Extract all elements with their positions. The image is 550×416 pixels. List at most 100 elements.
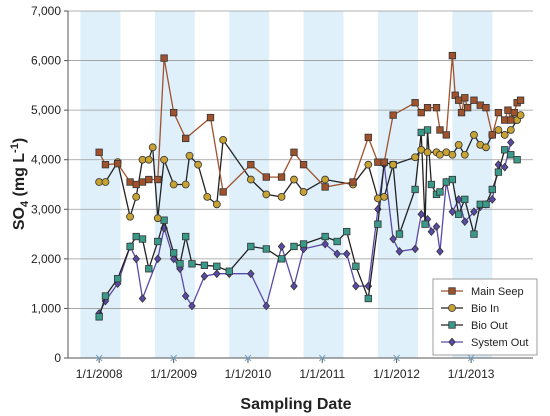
data-point-system-out xyxy=(138,294,147,303)
data-point-main-seep xyxy=(510,108,518,117)
series-main-seep xyxy=(95,51,525,196)
data-point-bio-out xyxy=(114,275,122,283)
data-point-bio-in xyxy=(126,212,134,221)
data-point-bio-out xyxy=(513,156,521,164)
data-point-main-seep xyxy=(132,180,140,189)
data-point-bio-out xyxy=(343,227,351,236)
data-point-main-seep xyxy=(436,126,444,134)
x-tick-marker-4 xyxy=(393,354,400,362)
x-tick-label: 1/1/2008 xyxy=(76,367,123,381)
data-point-system-out xyxy=(352,281,360,291)
data-point-system-out xyxy=(213,269,221,279)
data-point-bio-in xyxy=(153,214,162,223)
y-axis-title: SO4 (mg L-1) xyxy=(9,138,31,230)
data-point-bio-out xyxy=(417,128,425,137)
legend-label-bio-out: Bio Out xyxy=(471,320,508,332)
data-point-bio-out xyxy=(374,220,382,228)
data-point-system-out xyxy=(200,271,209,281)
data-point-main-seep xyxy=(461,94,469,102)
data-point-main-seep xyxy=(160,54,168,62)
data-point-bio-in xyxy=(212,200,221,209)
data-point-bio-out xyxy=(160,216,168,224)
data-point-bio-out xyxy=(188,260,196,268)
data-point-bio-in xyxy=(448,150,457,159)
y-tick-label: 2,000 xyxy=(31,252,61,266)
season-band-2 xyxy=(229,11,270,358)
data-point-bio-out xyxy=(176,260,184,268)
data-point-bio-out xyxy=(290,242,298,251)
data-point-main-seep xyxy=(380,158,388,166)
data-point-system-out xyxy=(154,254,162,264)
data-point-bio-in xyxy=(423,148,432,157)
data-point-main-seep xyxy=(432,104,441,112)
data-point-bio-in xyxy=(219,135,228,144)
data-point-main-seep xyxy=(126,178,134,186)
legend-label-bio-in: Bio In xyxy=(471,303,499,315)
data-point-bio-in xyxy=(364,160,373,169)
data-point-system-out xyxy=(247,269,255,279)
x-tick-marker-2 xyxy=(244,354,252,362)
data-point-bio-in xyxy=(194,160,202,169)
data-point-main-seep xyxy=(442,131,450,139)
data-point-system-out xyxy=(448,207,457,217)
data-point-bio-in xyxy=(506,126,515,134)
data-point-bio-out xyxy=(170,249,178,257)
data-point-bio-in xyxy=(160,155,168,164)
data-point-bio-out xyxy=(145,265,153,273)
data-point-bio-in xyxy=(470,131,478,139)
legend-label-system-out: System Out xyxy=(471,337,528,349)
data-point-bio-in xyxy=(299,188,308,196)
data-point-bio-in xyxy=(411,153,420,162)
data-point-system-out xyxy=(333,249,341,259)
data-point-system-out xyxy=(181,291,190,301)
legend-marker-bio-out xyxy=(448,321,456,329)
data-point-bio-out xyxy=(448,175,457,184)
data-point-bio-in xyxy=(132,192,141,201)
data-point-main-seep xyxy=(411,99,419,107)
data-point-bio-out xyxy=(138,235,147,243)
seasonal-bands xyxy=(80,11,493,358)
data-point-bio-out xyxy=(213,262,221,270)
y-tick-label: 3,000 xyxy=(31,202,61,216)
data-point-main-seep xyxy=(448,51,457,60)
data-point-bio-out xyxy=(101,292,110,300)
data-point-system-out xyxy=(290,281,298,291)
x-tick-marker-0 xyxy=(95,354,103,362)
data-point-system-out xyxy=(411,244,419,254)
data-point-bio-out xyxy=(436,188,444,196)
data-point-main-seep xyxy=(321,183,329,191)
data-point-main-seep xyxy=(114,160,122,168)
data-point-main-seep xyxy=(504,106,512,114)
data-point-bio-in xyxy=(181,180,190,189)
data-point-bio-out xyxy=(154,237,162,246)
x-tick-label: 1/1/2011 xyxy=(299,367,345,381)
data-point-bio-out xyxy=(442,178,450,186)
y-tick-label: 6,000 xyxy=(31,54,61,68)
axes: 0 1,000 2,000 3,000 4,000 5,000 6,000 7,000 1/1/… xyxy=(31,4,533,381)
data-point-main-seep xyxy=(349,178,357,186)
data-point-bio-out xyxy=(364,294,372,303)
x-tick-marker-1 xyxy=(170,354,178,362)
data-point-bio-out xyxy=(333,237,341,246)
data-point-bio-out xyxy=(427,180,436,189)
data-point-system-out xyxy=(277,242,286,251)
data-point-main-seep xyxy=(182,134,190,143)
data-series xyxy=(95,51,525,321)
data-point-bio-in xyxy=(482,143,490,152)
season-band-4 xyxy=(377,11,418,358)
data-point-main-seep xyxy=(219,188,227,196)
data-point-main-seep xyxy=(470,96,478,104)
data-point-system-out xyxy=(454,195,463,204)
legend-marker-main-seep xyxy=(448,287,456,295)
data-point-main-seep xyxy=(247,161,255,169)
data-point-main-seep xyxy=(206,113,215,122)
legend: Main Seep Bio In Bio Out System Out xyxy=(432,278,538,356)
data-point-main-seep xyxy=(457,108,466,117)
data-point-bio-in xyxy=(148,143,157,152)
data-point-bio-in xyxy=(454,140,463,149)
y-tick-label: 4,000 xyxy=(31,153,61,167)
data-point-system-out xyxy=(395,247,404,256)
x-tick-label: 1/1/2012 xyxy=(373,367,420,381)
data-point-bio-in xyxy=(277,192,286,201)
